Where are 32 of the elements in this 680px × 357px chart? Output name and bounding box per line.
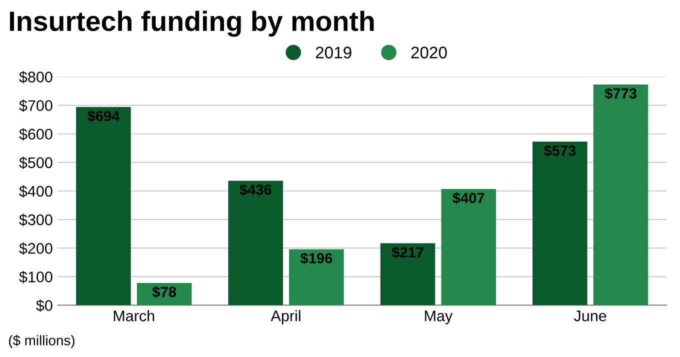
y-tick-label: $100 xyxy=(19,270,52,284)
text: ($ millions) xyxy=(9,334,74,348)
bar xyxy=(380,243,436,306)
y-tick-label: $300 xyxy=(19,214,52,226)
data-label: $773 xyxy=(604,88,636,100)
y-tick-label: $200 xyxy=(19,242,52,255)
bar xyxy=(532,142,588,306)
data-label: $436 xyxy=(240,184,272,196)
bar xyxy=(289,249,344,306)
bar xyxy=(441,188,496,306)
bar xyxy=(228,180,283,306)
bar xyxy=(76,107,131,306)
legend-label: 2020 xyxy=(411,46,447,58)
legend-label: 2019 xyxy=(316,46,352,58)
y-tick-label: $500 xyxy=(19,156,52,170)
data-label: $78 xyxy=(152,286,176,298)
x-tick-label: May xyxy=(425,310,453,324)
y-tick-label: $600 xyxy=(19,128,52,140)
y-tick-label: $800 xyxy=(19,70,52,84)
data-label: $407 xyxy=(452,192,484,204)
x-tick-label: April xyxy=(270,310,300,324)
y-tick-label: $700 xyxy=(19,100,52,112)
x-tick-label: March xyxy=(114,310,154,322)
y-tick-label: $400 xyxy=(19,185,52,198)
data-label: $217 xyxy=(392,246,424,258)
data-label: $573 xyxy=(544,144,576,157)
data-label: $694 xyxy=(87,110,120,122)
y-tick-label: $0 xyxy=(36,299,52,312)
data-label: $196 xyxy=(300,252,332,264)
chart-title: Insurtech funding by month xyxy=(10,10,374,37)
bar xyxy=(593,84,648,306)
x-tick-label: June xyxy=(574,310,606,322)
